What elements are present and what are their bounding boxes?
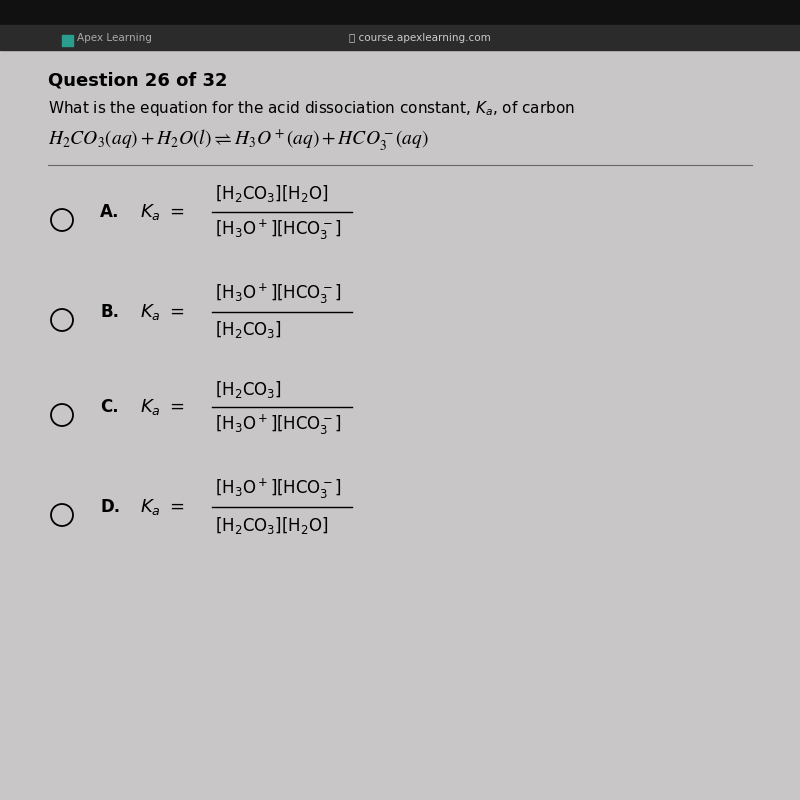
Text: Question 26 of 32: Question 26 of 32	[48, 71, 227, 89]
Text: 🔒 course.apexlearning.com: 🔒 course.apexlearning.com	[349, 33, 491, 43]
Text: $\mathregular{[H_2CO_3][H_2O]}$: $\mathregular{[H_2CO_3][H_2O]}$	[215, 514, 329, 535]
Text: $\mathregular{[H_3O^+][HCO_3^-]}$: $\mathregular{[H_3O^+][HCO_3^-]}$	[215, 218, 342, 242]
Text: What is the equation for the acid dissociation constant, $K_a$, of carbon: What is the equation for the acid dissoc…	[48, 98, 575, 118]
Text: $H_2CO_3(aq) + H_2O(l) \rightleftharpoons H_3O^+(aq) + HCO_3^-(aq)$: $H_2CO_3(aq) + H_2O(l) \rightleftharpoon…	[48, 127, 429, 153]
Text: A.: A.	[100, 203, 119, 221]
Text: $K_a$ $=$: $K_a$ $=$	[140, 497, 184, 517]
Text: $K_a$ $=$: $K_a$ $=$	[140, 202, 184, 222]
Text: B.: B.	[100, 303, 119, 321]
Text: $K_a$ $=$: $K_a$ $=$	[140, 397, 184, 417]
Text: $\mathregular{[H_2CO_3][H_2O]}$: $\mathregular{[H_2CO_3][H_2O]}$	[215, 183, 329, 205]
Text: $\mathregular{[H_3O^+][HCO_3^-]}$: $\mathregular{[H_3O^+][HCO_3^-]}$	[215, 477, 342, 501]
Text: Apex Learning: Apex Learning	[77, 33, 152, 43]
Bar	[62, 35, 73, 46]
Bar	[0, 25, 800, 50]
Text: $\mathregular{[H_3O^+][HCO_3^-]}$: $\mathregular{[H_3O^+][HCO_3^-]}$	[215, 413, 342, 437]
Text: D.: D.	[100, 498, 120, 516]
Text: $\mathregular{[H_3O^+][HCO_3^-]}$: $\mathregular{[H_3O^+][HCO_3^-]}$	[215, 282, 342, 306]
Text: $\mathregular{[H_2CO_3]}$: $\mathregular{[H_2CO_3]}$	[215, 378, 282, 399]
Text: $K_a$ $=$: $K_a$ $=$	[140, 302, 184, 322]
Text: $\mathregular{[H_2CO_3]}$: $\mathregular{[H_2CO_3]}$	[215, 319, 282, 341]
Bar	[0, 0, 800, 25]
Text: C.: C.	[100, 398, 118, 416]
